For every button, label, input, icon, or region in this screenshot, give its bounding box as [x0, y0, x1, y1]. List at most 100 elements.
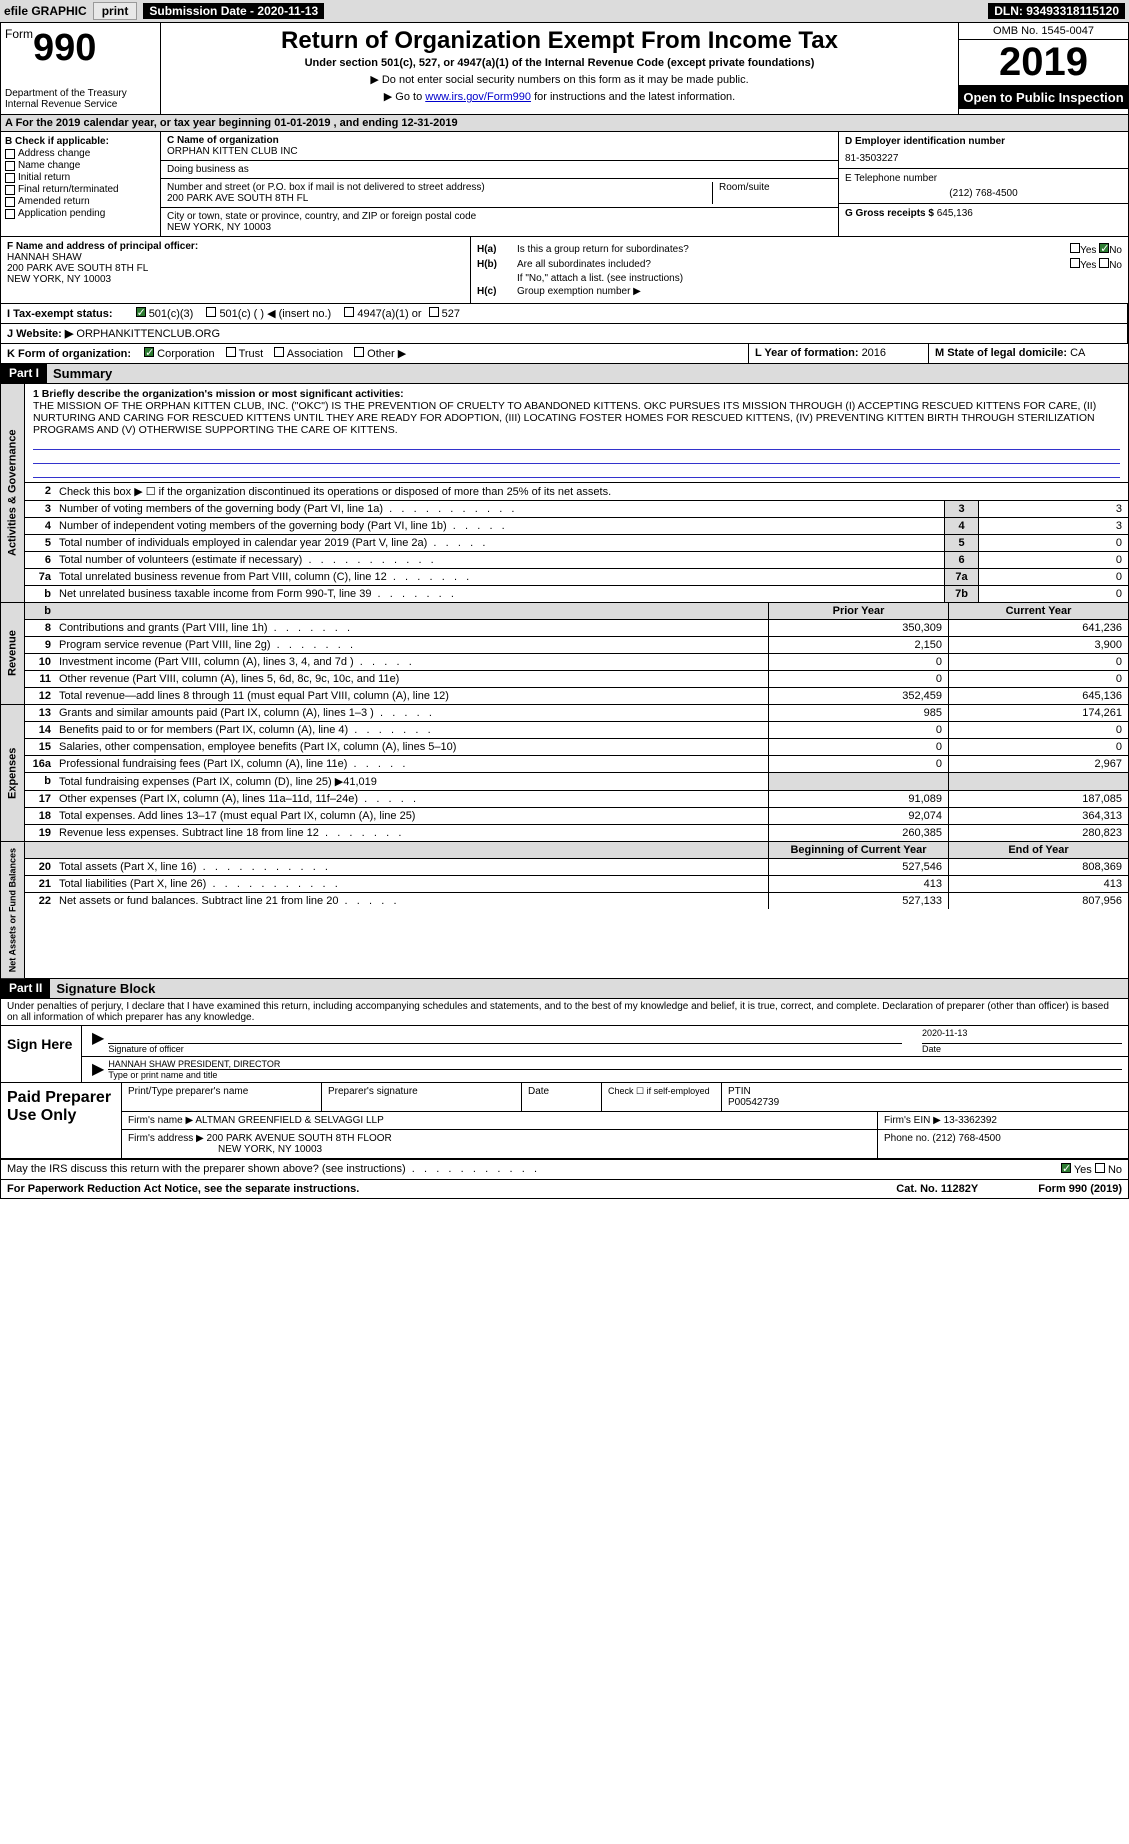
- phone-row: E Telephone number (212) 768-4500: [839, 169, 1128, 204]
- form-number: 990: [33, 27, 96, 70]
- corporation-checked: [144, 347, 154, 357]
- discuss-yes-checked: [1061, 1163, 1071, 1173]
- irs-link[interactable]: www.irs.gov/Form990: [425, 91, 531, 103]
- city-state-zip: NEW YORK, NY 10003: [167, 222, 476, 233]
- line3: 3Number of voting members of the governi…: [25, 501, 1128, 518]
- paid-preparer-label: Paid Preparer Use Only: [1, 1083, 121, 1158]
- line10: 10Investment income (Part VIII, column (…: [25, 654, 1128, 671]
- row-k: K Form of organization: Corporation Trus…: [1, 344, 1128, 364]
- efile-label: efile GRAPHIC: [4, 4, 87, 18]
- line22: 22Net assets or fund balances. Subtract …: [25, 893, 1128, 909]
- net-header: Beginning of Current YearEnd of Year: [25, 842, 1128, 859]
- line2: 2Check this box ▶ ☐ if the organization …: [25, 483, 1128, 501]
- line9: 9Program service revenue (Part VIII, lin…: [25, 637, 1128, 654]
- footer-bottom: For Paperwork Reduction Act Notice, see …: [1, 1180, 1128, 1198]
- year-formation: 2016: [862, 347, 886, 359]
- ein-value: 81-3503227: [845, 153, 1122, 164]
- firm-phone: (212) 768-4500: [932, 1133, 1000, 1144]
- line14: 14Benefits paid to or for members (Part …: [25, 722, 1128, 739]
- net-tab: Net Assets or Fund Balances: [1, 842, 25, 978]
- line7a: 7aTotal unrelated business revenue from …: [25, 569, 1128, 586]
- line11: 11Other revenue (Part VIII, column (A), …: [25, 671, 1128, 688]
- mission-text: THE MISSION OF THE ORPHAN KITTEN CLUB, I…: [33, 400, 1120, 436]
- col-b-header: B Check if applicable:: [5, 136, 156, 147]
- website: ORPHANKITTENCLUB.ORG: [76, 328, 220, 340]
- cat-no: Cat. No. 11282Y: [896, 1183, 978, 1195]
- firm-addr-row: Firm's address ▶ 200 PARK AVENUE SOUTH 8…: [122, 1130, 1128, 1158]
- line6: 6Total number of volunteers (estimate if…: [25, 552, 1128, 569]
- form-ref: Form 990 (2019): [1038, 1183, 1122, 1195]
- col-f: F Name and address of principal officer:…: [1, 237, 471, 303]
- line8: 8Contributions and grants (Part VIII, li…: [25, 620, 1128, 637]
- header-left: Form990 Department of the Treasury Inter…: [1, 23, 161, 114]
- ein-row: D Employer identification number 81-3503…: [839, 132, 1128, 169]
- discuss-row: May the IRS discuss this return with the…: [1, 1160, 1128, 1180]
- fh-row: F Name and address of principal officer:…: [1, 237, 1128, 304]
- line5: 5Total number of individuals employed in…: [25, 535, 1128, 552]
- sign-here-block: Sign Here ▶ Signature of officer 2020-11…: [1, 1026, 1128, 1083]
- line17: 17Other expenses (Part IX, column (A), l…: [25, 791, 1128, 808]
- exp-tab: Expenses: [1, 705, 25, 841]
- line7b: bNet unrelated business taxable income f…: [25, 586, 1128, 602]
- chk-app-pending[interactable]: Application pending: [5, 208, 156, 219]
- state-domicile: CA: [1070, 347, 1085, 359]
- chk-final-return[interactable]: Final return/terminated: [5, 184, 156, 195]
- ssn-note: ▶ Do not enter social security numbers o…: [165, 73, 954, 86]
- ptin: P00542739: [728, 1097, 779, 1108]
- line13: 13Grants and similar amounts paid (Part …: [25, 705, 1128, 722]
- line4: 4Number of independent voting members of…: [25, 518, 1128, 535]
- net-section: Net Assets or Fund Balances Beginning of…: [1, 842, 1128, 979]
- part2-header: Part II Signature Block: [1, 979, 1128, 999]
- line15: 15Salaries, other compensation, employee…: [25, 739, 1128, 756]
- hb-note: If "No," attach a list. (see instruction…: [477, 273, 1122, 284]
- org-name-row: C Name of organization ORPHAN KITTEN CLU…: [161, 132, 838, 161]
- col-b: B Check if applicable: Address change Na…: [1, 132, 161, 236]
- sign-here-label: Sign Here: [1, 1026, 81, 1082]
- org-name: ORPHAN KITTEN CLUB INC: [167, 146, 832, 157]
- line18: 18Total expenses. Add lines 13–17 (must …: [25, 808, 1128, 825]
- firm-address: 200 PARK AVENUE SOUTH 8TH FLOOR: [207, 1133, 392, 1144]
- perjury-declaration: Under penalties of perjury, I declare th…: [1, 999, 1128, 1026]
- rev-section: Revenue bPrior YearCurrent Year 8Contrib…: [1, 603, 1128, 705]
- firm-ein: 13-3362392: [944, 1115, 997, 1126]
- dln: DLN: 93493318115120: [988, 3, 1125, 19]
- line19: 19Revenue less expenses. Subtract line 1…: [25, 825, 1128, 841]
- link-note: ▶ Go to www.irs.gov/Form990 for instruct…: [165, 90, 954, 103]
- chk-name-change[interactable]: Name change: [5, 160, 156, 171]
- entity-grid: B Check if applicable: Address change Na…: [1, 132, 1128, 237]
- col-h: H(a)Is this a group return for subordina…: [471, 237, 1128, 303]
- row-i: I Tax-exempt status: 501(c)(3) 501(c) ( …: [1, 304, 1128, 324]
- chk-amended-return[interactable]: Amended return: [5, 196, 156, 207]
- rev-tab: Revenue: [1, 603, 25, 704]
- tax-year: 2019: [959, 40, 1128, 86]
- form-header: Form990 Department of the Treasury Inter…: [1, 23, 1128, 115]
- gross-receipts-row: G Gross receipts $ 645,136: [839, 204, 1128, 236]
- chk-initial-return[interactable]: Initial return: [5, 172, 156, 183]
- header-right: OMB No. 1545-0047 2019 Open to Public In…: [958, 23, 1128, 114]
- exp-section: Expenses 13Grants and similar amounts pa…: [1, 705, 1128, 842]
- col-c: C Name of organization ORPHAN KITTEN CLU…: [161, 132, 838, 236]
- open-inspection: Open to Public Inspection: [959, 86, 1128, 109]
- part1-header: Part I Summary: [1, 364, 1128, 384]
- print-button[interactable]: print: [93, 2, 138, 20]
- preparer-row1: Print/Type preparer's name Preparer's si…: [122, 1083, 1128, 1112]
- paid-preparer-block: Paid Preparer Use Only Print/Type prepar…: [1, 1083, 1128, 1160]
- period-row: A For the 2019 calendar year, or tax yea…: [1, 115, 1128, 132]
- officer-name: HANNAH SHAW: [7, 252, 464, 263]
- rev-header: bPrior YearCurrent Year: [25, 603, 1128, 620]
- line20: 20Total assets (Part X, line 16)527,5468…: [25, 859, 1128, 876]
- hb-row: H(b)Are all subordinates included? Yes N…: [477, 258, 1122, 271]
- col-de: D Employer identification number 81-3503…: [838, 132, 1128, 236]
- line12: 12Total revenue—add lines 8 through 11 (…: [25, 688, 1128, 704]
- header-mid: Return of Organization Exempt From Incom…: [161, 23, 958, 114]
- gov-tab: Activities & Governance: [1, 384, 25, 602]
- line16b: bTotal fundraising expenses (Part IX, co…: [25, 773, 1128, 791]
- line21: 21Total liabilities (Part X, line 26)413…: [25, 876, 1128, 893]
- form-subtitle: Under section 501(c), 527, or 4947(a)(1)…: [165, 57, 954, 69]
- chk-address-change[interactable]: Address change: [5, 148, 156, 159]
- officer-signature-line: ▶ Signature of officer 2020-11-13Date: [82, 1026, 1128, 1057]
- firm-name: ALTMAN GREENFIELD & SELVAGGI LLP: [195, 1115, 383, 1126]
- top-bar: efile GRAPHIC print Submission Date - 20…: [0, 0, 1129, 22]
- sign-date: 2020-11-13: [922, 1028, 967, 1038]
- city-row: City or town, state or province, country…: [161, 208, 838, 236]
